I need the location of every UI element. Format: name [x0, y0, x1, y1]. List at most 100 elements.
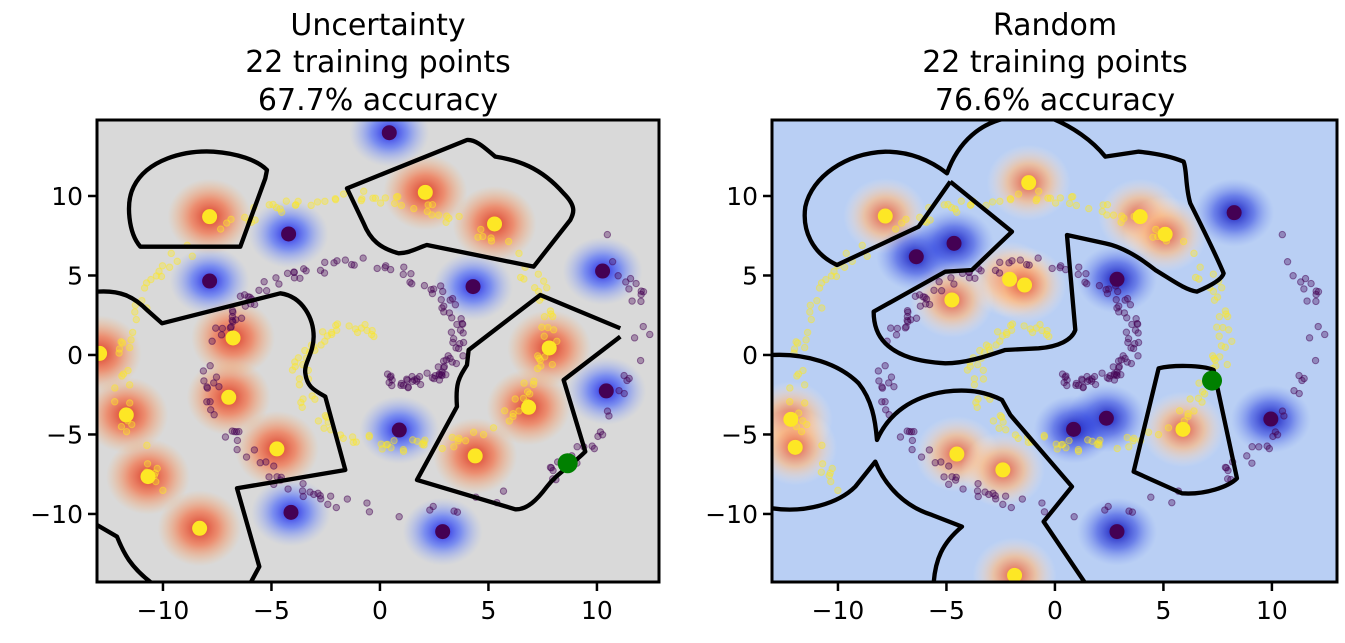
- unlabeled-yellow-point: [173, 257, 181, 266]
- unlabeled-yellow-point: [1218, 284, 1226, 292]
- unlabeled-purple-point: [406, 278, 414, 286]
- unlabeled-yellow-point: [1044, 194, 1052, 202]
- unlabeled-purple-point: [1098, 369, 1106, 377]
- labeled-yellow-point: [944, 292, 960, 308]
- unlabeled-yellow-point: [126, 399, 134, 407]
- unlabeled-purple-point: [1121, 296, 1129, 304]
- unlabeled-yellow-point: [520, 379, 528, 387]
- unlabeled-yellow-point: [996, 337, 1004, 345]
- unlabeled-yellow-point: [1040, 433, 1048, 441]
- unlabeled-purple-point: [450, 507, 458, 515]
- unlabeled-purple-point: [212, 324, 220, 332]
- unlabeled-yellow-point: [944, 200, 952, 209]
- unlabeled-yellow-point: [314, 417, 323, 425]
- y-tick-label: 5: [67, 261, 83, 290]
- labeled-yellow-point: [487, 216, 503, 232]
- unlabeled-yellow-point: [951, 205, 959, 213]
- unlabeled-yellow-point: [167, 249, 175, 258]
- unlabeled-purple-point: [236, 292, 245, 300]
- unlabeled-yellow-point: [1190, 249, 1198, 258]
- unlabeled-purple-point: [1147, 493, 1155, 501]
- unlabeled-yellow-point: [328, 330, 336, 339]
- unlabeled-yellow-point: [1026, 325, 1035, 333]
- unlabeled-purple-point: [1127, 344, 1135, 352]
- unlabeled-purple-point: [881, 362, 889, 370]
- unlabeled-yellow-point: [159, 486, 167, 495]
- unlabeled-yellow-point: [1210, 296, 1219, 304]
- unlabeled-yellow-point: [989, 417, 998, 425]
- unlabeled-purple-point: [404, 383, 412, 391]
- unlabeled-yellow-point: [822, 275, 830, 284]
- unlabeled-yellow-point: [320, 424, 328, 432]
- unlabeled-yellow-point: [504, 237, 513, 246]
- unlabeled-yellow-point: [818, 460, 827, 468]
- unlabeled-purple-point: [438, 304, 446, 312]
- unlabeled-purple-point: [407, 269, 415, 278]
- unlabeled-purple-point: [620, 389, 628, 398]
- unlabeled-purple-point: [446, 296, 454, 304]
- unlabeled-purple-point: [893, 324, 902, 333]
- unlabeled-purple-point: [1081, 278, 1089, 286]
- unlabeled-purple-point: [365, 508, 374, 516]
- unlabeled-purple-point: [637, 297, 645, 306]
- unlabeled-yellow-point: [786, 384, 794, 392]
- unlabeled-yellow-point: [509, 412, 517, 421]
- unlabeled-purple-point: [921, 293, 929, 302]
- unlabeled-yellow-point: [448, 433, 456, 442]
- unlabeled-purple-point: [625, 285, 633, 293]
- unlabeled-yellow-point: [1186, 395, 1194, 403]
- unlabeled-purple-point: [430, 285, 438, 293]
- uncertainty-axes: Uncertainty 22 training points 67.7% acc…: [30, 8, 661, 625]
- unlabeled-yellow-point: [1179, 237, 1188, 246]
- y-tick-label: 10: [726, 182, 758, 211]
- unlabeled-purple-point: [1128, 320, 1136, 329]
- unlabeled-yellow-point: [974, 360, 982, 369]
- unlabeled-yellow-point: [1198, 388, 1207, 396]
- unlabeled-purple-point: [1083, 377, 1092, 386]
- unlabeled-yellow-point: [1057, 441, 1066, 449]
- unlabeled-purple-point: [326, 492, 335, 500]
- unlabeled-yellow-point: [122, 427, 131, 436]
- unlabeled-purple-point: [1063, 381, 1071, 390]
- unlabeled-yellow-point: [803, 328, 812, 337]
- unlabeled-purple-point: [270, 462, 278, 470]
- unlabeled-yellow-point: [794, 370, 803, 378]
- unlabeled-yellow-point: [318, 328, 327, 336]
- unlabeled-yellow-point: [979, 366, 988, 374]
- unlabeled-purple-point: [959, 485, 967, 493]
- unlabeled-purple-point: [890, 382, 898, 391]
- unlabeled-purple-point: [388, 381, 396, 390]
- unlabeled-yellow-point: [223, 219, 231, 227]
- x-tick-label: 10: [1256, 596, 1288, 625]
- labeled-yellow-point: [1002, 271, 1018, 287]
- unlabeled-purple-point: [452, 359, 461, 368]
- unlabeled-yellow-point: [999, 418, 1007, 426]
- unlabeled-purple-point: [1112, 295, 1120, 304]
- labeled-yellow-point: [221, 389, 237, 405]
- unlabeled-purple-point: [1134, 352, 1142, 360]
- labeled-yellow-point: [877, 208, 893, 224]
- unlabeled-purple-point: [199, 367, 208, 375]
- labeled-purple-point: [1263, 411, 1279, 427]
- labeled-yellow-point: [1175, 421, 1191, 437]
- labeled-yellow-point: [118, 407, 134, 423]
- unlabeled-yellow-point: [1085, 204, 1093, 213]
- unlabeled-purple-point: [1314, 288, 1323, 296]
- unlabeled-purple-point: [237, 314, 246, 322]
- labeled-yellow-point: [269, 441, 285, 457]
- x-tick-label: −10: [137, 596, 190, 625]
- unlabeled-yellow-point: [1190, 407, 1198, 415]
- labeled-purple-point: [1098, 410, 1114, 426]
- unlabeled-purple-point: [1005, 259, 1013, 267]
- unlabeled-purple-point: [1273, 431, 1282, 439]
- unlabeled-yellow-point: [858, 241, 866, 250]
- unlabeled-yellow-point: [117, 422, 126, 431]
- unlabeled-purple-point: [886, 324, 895, 332]
- unlabeled-yellow-point: [132, 315, 140, 324]
- unlabeled-purple-point: [875, 377, 883, 385]
- unlabeled-yellow-point: [535, 354, 543, 362]
- unlabeled-purple-point: [250, 446, 259, 454]
- unlabeled-yellow-point: [348, 433, 357, 441]
- unlabeled-purple-point: [395, 513, 403, 521]
- unlabeled-yellow-point: [487, 237, 496, 245]
